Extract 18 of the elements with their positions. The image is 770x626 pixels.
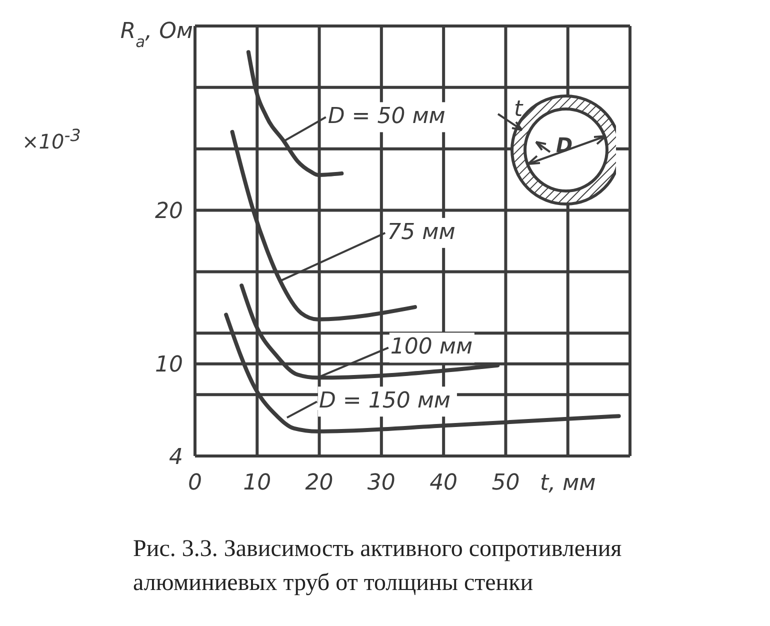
annotation: D = 50 мм bbox=[328, 104, 446, 130]
x-tick-label: 20 bbox=[305, 470, 334, 496]
x-axis-title: t, мм bbox=[540, 471, 596, 496]
annotation: t bbox=[514, 97, 524, 122]
x-tick-label: 30 bbox=[367, 470, 396, 496]
text: Рис. 3.3. Зависимость активного сопротивления алюминиевых труб от толщины стенки bbox=[133, 535, 623, 598]
annotation: D = 150 мм bbox=[318, 388, 451, 414]
y-tick-label: 20 bbox=[155, 199, 183, 224]
x-tick-label: 0 bbox=[188, 470, 202, 496]
x-tick-label: 40 bbox=[430, 470, 458, 496]
x-tick-label: 10 bbox=[243, 470, 272, 496]
text: ×10$^{-3}$ bbox=[22, 126, 81, 154]
annotation: 100 мм bbox=[390, 334, 473, 360]
annotation: 75 мм bbox=[387, 220, 456, 245]
y-tick-label: 10 bbox=[155, 352, 183, 378]
x-tick-label: 50 bbox=[492, 470, 520, 496]
y-axis-title: R$_{a}$, Ом bbox=[120, 19, 193, 51]
y-tick-label: 4 bbox=[169, 444, 183, 470]
